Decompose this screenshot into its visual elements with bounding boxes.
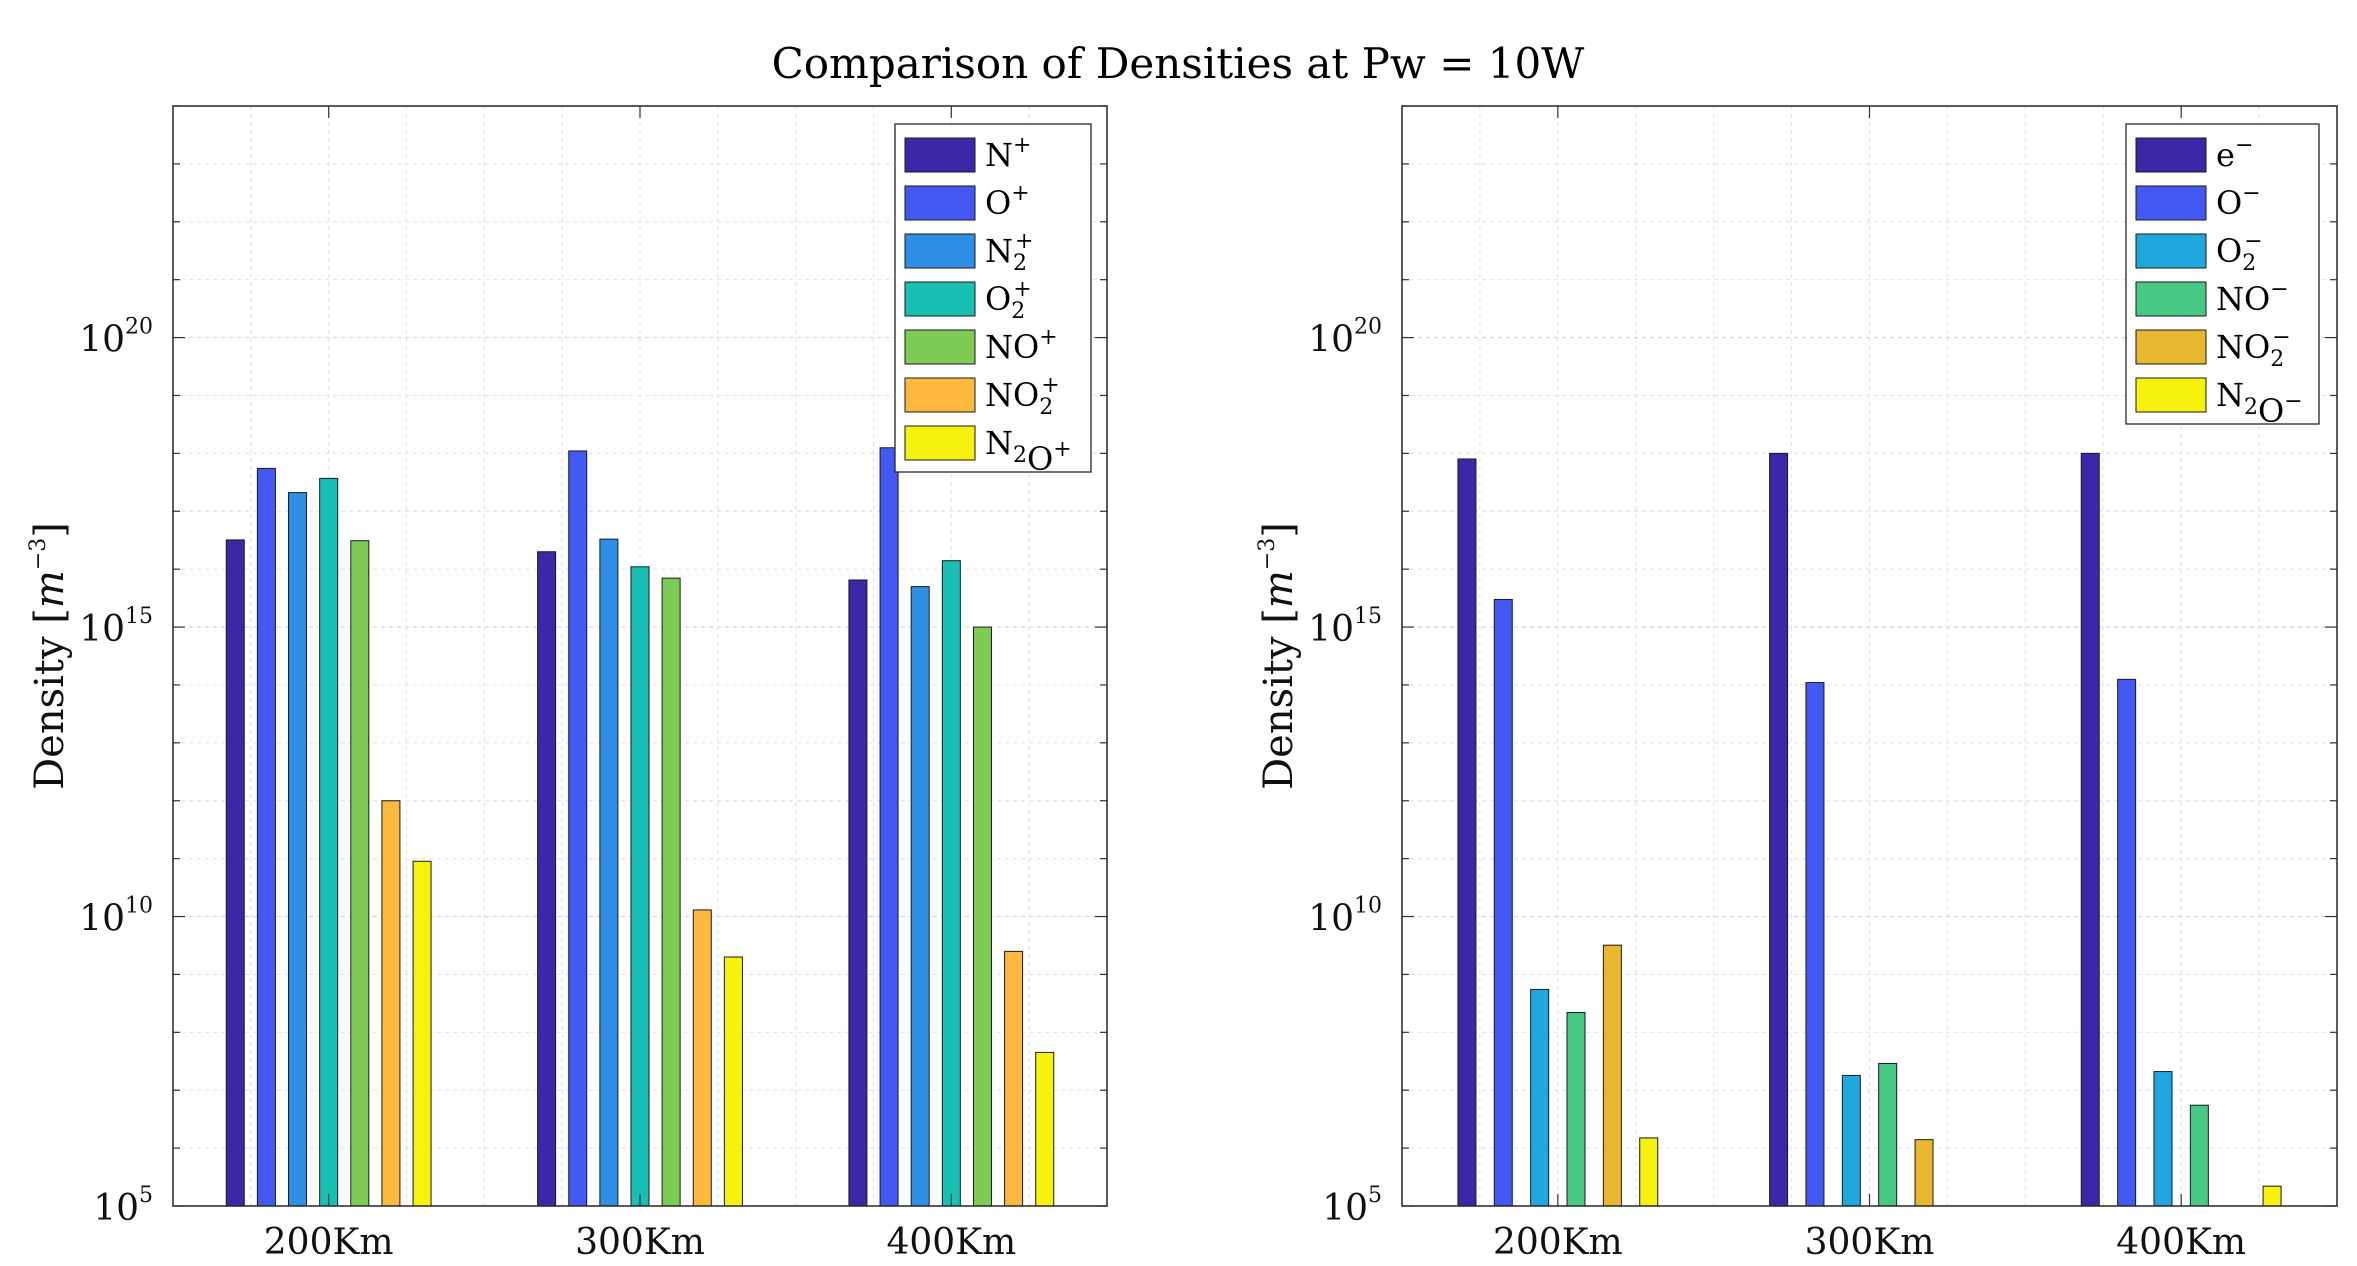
bar-NO+-400Km	[972, 626, 992, 1207]
y-tick-exponent: 10	[1354, 894, 1382, 919]
bar-NO2+-200Km	[381, 800, 401, 1207]
bar-N2+-200Km	[288, 492, 308, 1207]
bar-NO2--200Km	[1602, 944, 1622, 1207]
bar-NO--400Km	[2189, 1104, 2209, 1207]
x-tick-label: 400Km	[886, 1222, 1016, 1263]
x-tick-label: 400Km	[2116, 1222, 2246, 1263]
y-tick-label: 105	[1322, 1183, 1382, 1229]
bar-NO--300Km	[1878, 1062, 1898, 1207]
bar-N+-300Km	[537, 551, 557, 1207]
legend: e− O− O2−NO− NO2−N2O−	[2125, 123, 2320, 430]
legend-swatch	[904, 425, 976, 461]
x-tick-label: 300Km	[575, 1222, 705, 1263]
legend-box	[2125, 123, 2320, 425]
y-tick-exponent: 10	[125, 894, 153, 919]
bar-NO+-200Km	[350, 540, 370, 1207]
bar-O--400Km	[2117, 678, 2137, 1207]
y-tick-label: 1020	[79, 315, 153, 361]
y-tick-exponent: 20	[1354, 315, 1382, 340]
bar-O+-300Km	[568, 450, 588, 1207]
bar-O2+-400Km	[941, 560, 961, 1207]
y-tick-label: 1015	[1308, 604, 1382, 650]
legend-entry-O2+: O2+	[985, 277, 1032, 324]
legend-swatch	[2135, 185, 2207, 221]
y-tick-exponent: 15	[1354, 604, 1382, 629]
y-tick-exponent: 5	[1368, 1183, 1382, 1208]
x-tick-label: 300Km	[1805, 1222, 1935, 1263]
y-tick-label: 105	[93, 1183, 153, 1229]
y-tick-label: 1010	[1308, 894, 1382, 940]
bar-O+-200Km	[256, 467, 276, 1207]
bar-NO2+-300Km	[692, 909, 712, 1207]
bar-N+-400Km	[848, 579, 868, 1207]
y-tick-label: 1010	[79, 894, 153, 940]
legend-entry-N2+: N2+	[985, 229, 1033, 276]
bar-O2--400Km	[2153, 1071, 2173, 1207]
legend-entry-N2O-: N2O−	[2216, 376, 2303, 430]
y-axis-label: Density [m−3]	[26, 522, 73, 790]
legend-swatch	[904, 377, 976, 413]
bars	[225, 447, 1055, 1207]
bar-O--300Km	[1805, 682, 1825, 1207]
y-axis-label: Density [m−3]	[1255, 522, 1302, 790]
bar-N2+-400Km	[910, 586, 930, 1207]
bar-O--200Km	[1493, 598, 1513, 1207]
y-tick-exponent: 20	[125, 315, 153, 340]
legend-swatch	[2135, 281, 2207, 317]
bar-O+-400Km	[879, 447, 899, 1207]
bar-NO2+-400Km	[1004, 950, 1024, 1207]
bar-e--400Km	[2080, 452, 2100, 1207]
bar-N2O+-200Km	[412, 860, 432, 1207]
bar-N2O+-300Km	[723, 956, 743, 1207]
y-tick-exponent: 5	[139, 1183, 153, 1208]
legend-entry-N+: N+	[985, 133, 1031, 174]
bar-O2--300Km	[1841, 1074, 1861, 1207]
legend-swatch	[2135, 233, 2207, 269]
bar-N+-200Km	[225, 539, 245, 1207]
x-tick-label: 200Km	[1493, 1222, 1623, 1263]
legend: N+ O+ N2+O2+NO+ NO2+N2O+	[894, 123, 1092, 478]
legend-entry-NO2-: NO2−	[2216, 325, 2291, 372]
bar-e--200Km	[1457, 458, 1477, 1207]
legend-swatch	[904, 329, 976, 365]
y-tick-exponent: 15	[125, 604, 153, 629]
bar-O2+-200Km	[319, 477, 339, 1207]
bar-O2--200Km	[1530, 988, 1550, 1207]
y-tick-label: 1015	[79, 604, 153, 650]
bar-NO2--300Km	[1914, 1139, 1934, 1207]
bar-N2+-300Km	[599, 538, 619, 1207]
legend-entry-NO2+: NO2+	[985, 373, 1060, 420]
legend-entry-e-: e−	[2216, 133, 2253, 174]
legend-entry-N2O+: N2O+	[985, 424, 1072, 478]
legend-entry-NO+: NO+	[985, 325, 1058, 366]
legend-entry-O+: O+	[985, 181, 1030, 222]
legend-swatch	[904, 137, 976, 173]
bar-N2O--400Km	[2262, 1185, 2282, 1207]
legend-entry-NO-: NO−	[2216, 277, 2289, 318]
bar-N2O+-400Km	[1035, 1051, 1055, 1207]
bar-NO--200Km	[1566, 1011, 1586, 1207]
bar-N2O--200Km	[1639, 1137, 1659, 1207]
legend-swatch	[904, 185, 976, 221]
legend-swatch	[904, 233, 976, 269]
legend-entry-O-: O−	[2216, 181, 2261, 222]
legend-entry-O2-: O2−	[2216, 229, 2263, 276]
y-tick-label: 1020	[1308, 315, 1382, 361]
bar-NO+-300Km	[661, 577, 681, 1207]
legend-swatch	[2135, 137, 2207, 173]
figure-title: Comparison of Densities at Pw = 10W	[772, 39, 1586, 88]
legend-swatch	[2135, 329, 2207, 365]
legend-swatch	[904, 281, 976, 317]
bar-e--300Km	[1769, 452, 1789, 1207]
bars	[1457, 452, 2282, 1207]
legend-swatch	[2135, 377, 2207, 413]
x-tick-label: 200Km	[264, 1222, 394, 1263]
bar-O2+-300Km	[630, 566, 650, 1207]
